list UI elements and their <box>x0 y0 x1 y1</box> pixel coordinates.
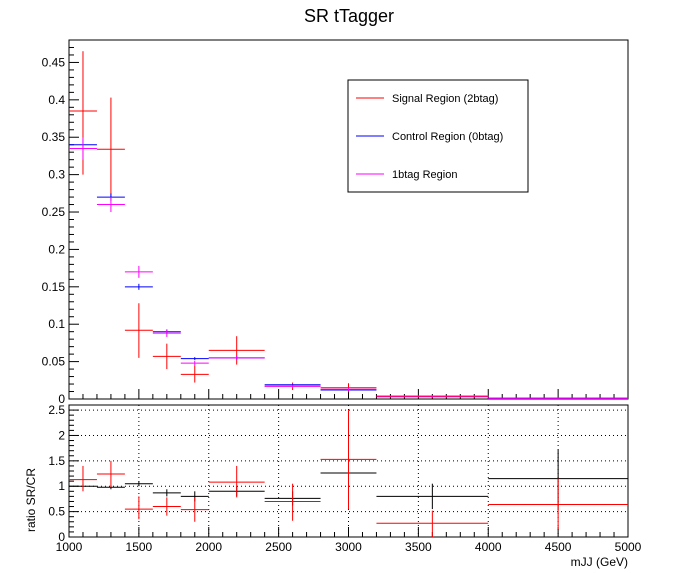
legend-label-1btag: 1btag Region <box>392 169 457 181</box>
upper-y-axis: 0 0.05 0.1 0.15 0.2 0.25 0.3 0.35 0.4 0.45 <box>42 39 629 406</box>
y-tick-label: 0.15 <box>42 280 66 294</box>
chart-title: SR tTagger <box>304 6 394 26</box>
y-tick-label: 0.25 <box>42 205 66 219</box>
ratio-y-tick-label: 0 <box>58 530 65 544</box>
ratio-plot-series <box>69 410 628 537</box>
y-tick-label: 0.45 <box>42 55 66 69</box>
legend-label-signal: Signal Region (2btag) <box>392 93 498 105</box>
x-tick-label: 3000 <box>335 540 362 554</box>
legend: Signal Region (2btag) Control Region (0b… <box>347 79 529 193</box>
x-tick-label: 2000 <box>195 540 222 554</box>
y-tick-label: 0.3 <box>48 168 65 182</box>
ratio-y-axis-label: ratio SR/CR <box>24 468 38 532</box>
y-tick-label: 0.2 <box>48 242 65 256</box>
x-axis-label: mJJ (GeV) <box>571 555 628 569</box>
ratio-y-tick-label: 1 <box>58 479 65 493</box>
ratio-y-tick-label: 0.5 <box>48 505 65 519</box>
ratio-series-2 <box>69 410 628 537</box>
x-tick-label: 1500 <box>126 540 153 554</box>
y-tick-label: 0.35 <box>42 130 66 144</box>
x-tick-label: 3500 <box>405 540 432 554</box>
x-tick-label: 5000 <box>615 540 642 554</box>
legend-label-control: Control Region (0btag) <box>392 131 503 143</box>
ratio-y-tick-label: 2.5 <box>48 403 65 417</box>
upper-plot-series <box>69 51 628 399</box>
ratio-axes: 0 0.5 1 1.5 2 2.5 1000 1500 2000 2500 3000 3500 4000… <box>48 403 641 554</box>
y-tick-label: 0 <box>58 392 65 406</box>
x-tick-label: 4500 <box>545 540 572 554</box>
y-tick-label: 0.1 <box>48 317 65 331</box>
y-tick-label: 0.4 <box>48 93 65 107</box>
x-tick-label: 2500 <box>265 540 292 554</box>
ratio-y-tick-label: 2 <box>58 428 65 442</box>
ratio-y-tick-label: 1.5 <box>48 454 65 468</box>
x-tick-label: 1000 <box>56 540 83 554</box>
series-3 <box>69 137 628 399</box>
x-tick-label: 4000 <box>475 540 502 554</box>
y-tick-label: 0.05 <box>42 355 66 369</box>
